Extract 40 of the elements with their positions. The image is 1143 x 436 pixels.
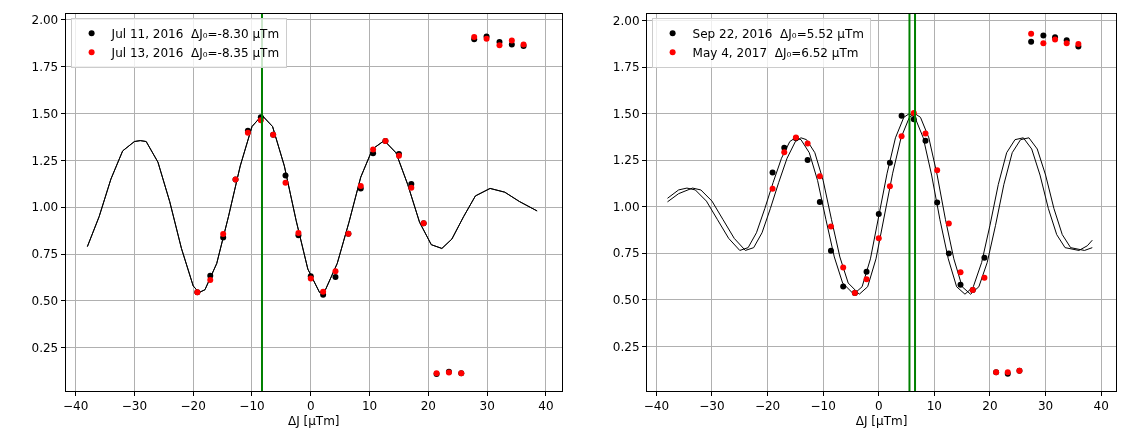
x-tick-label: 30 <box>479 399 495 414</box>
y-tick-label: 0.75 <box>612 246 640 261</box>
legend-label: Sep 22, 2016 ΔJ₀=5.52 μTm <box>692 26 864 41</box>
x-tick-label: 20 <box>982 399 998 414</box>
legend-label: Jul 11, 2016 ΔJ₀=-8.30 μTm <box>110 26 280 41</box>
y-tick-label: 1.75 <box>31 59 59 74</box>
y-tick-label: 0.25 <box>612 339 640 354</box>
y-tick-label: 1.50 <box>31 106 59 121</box>
y-tick-label: 1.00 <box>31 200 59 215</box>
x-tick-label: −30 <box>699 399 725 414</box>
x-tick-label: 10 <box>361 399 378 414</box>
y-tick-label: 1.25 <box>612 153 640 168</box>
x-tick-label: 20 <box>420 399 436 414</box>
x-tick-label: −10 <box>239 399 265 414</box>
y-tick-label: 2.00 <box>612 13 640 28</box>
x-tick-label: −30 <box>121 399 148 414</box>
y-tick-label: 0.50 <box>31 294 59 309</box>
y-tick-label: 0.25 <box>31 341 59 356</box>
y-tick-label: 1.00 <box>612 199 640 214</box>
y-tick-label: 2.00 <box>31 12 59 27</box>
x-tick-label: 40 <box>538 399 554 414</box>
legend-label: Jul 13, 2016 ΔJ₀=-8.35 μTm <box>110 45 280 60</box>
x-tick-label: −40 <box>643 399 670 414</box>
x-tick-label: 0 <box>306 399 315 414</box>
x-tick-label: 30 <box>1037 399 1054 414</box>
x-tick-label: −10 <box>810 399 836 414</box>
x-tick-label: −40 <box>62 399 89 414</box>
x-tick-label: −20 <box>754 399 781 414</box>
x-tick-label: 10 <box>926 399 943 414</box>
y-tick-label: 0.75 <box>31 247 59 262</box>
legend-label: May 4, 2017 ΔJ₀=6.52 μTm <box>692 45 859 60</box>
y-tick-label: 1.25 <box>31 153 59 168</box>
y-tick-label: 0.50 <box>612 292 640 307</box>
x-tick-label: 0 <box>874 399 883 414</box>
x-tick-label: −20 <box>180 399 206 414</box>
x-axis-title: ΔJ [μTm] <box>287 414 340 429</box>
y-tick-label: 1.50 <box>612 106 640 121</box>
x-axis-title: ΔJ [μTm] <box>855 414 908 429</box>
y-tick-label: 1.75 <box>612 60 640 75</box>
x-tick-label: 40 <box>1093 399 1109 414</box>
